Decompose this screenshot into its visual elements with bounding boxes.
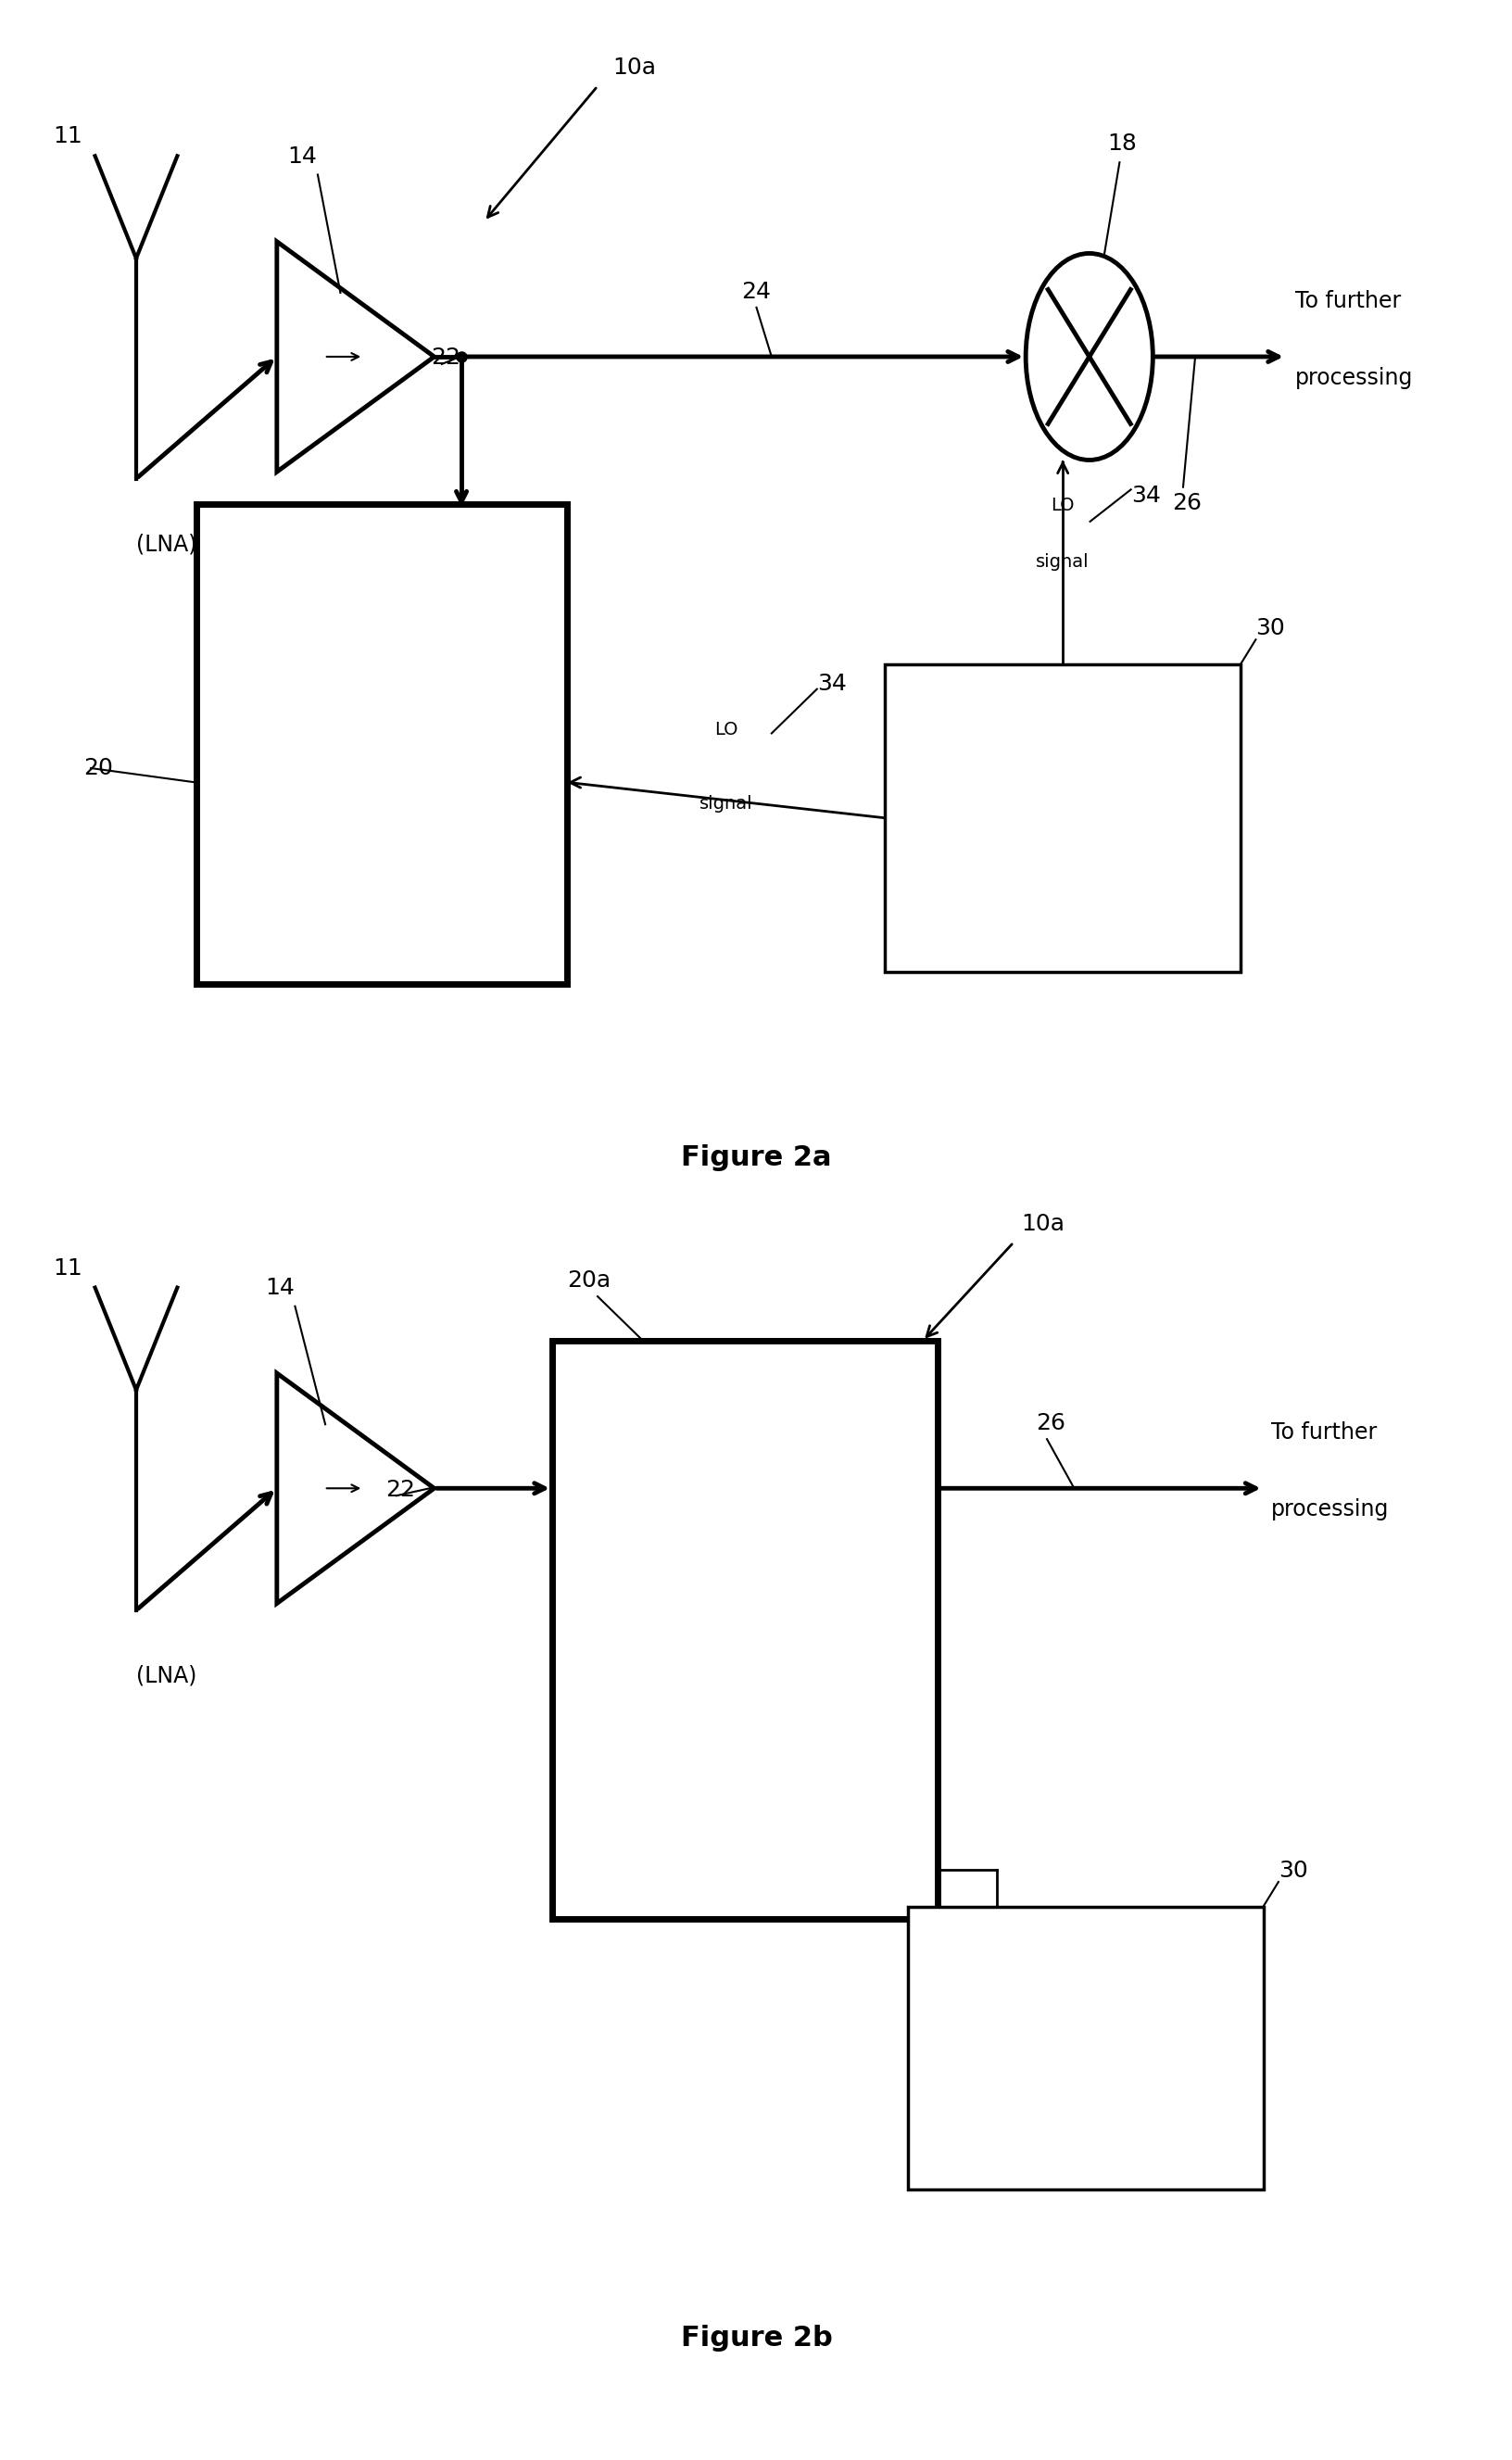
Text: (Transferred
impedance
filter): (Transferred impedance filter) (327, 753, 437, 812)
Text: (LNA): (LNA) (136, 1665, 197, 1688)
Text: 11: 11 (53, 1257, 82, 1279)
Text: 20: 20 (83, 758, 113, 780)
Text: 18: 18 (1107, 133, 1137, 155)
Text: LO: LO (1051, 497, 1074, 514)
Text: 10a: 10a (612, 57, 656, 79)
Text: processing: processing (1294, 367, 1412, 389)
Text: 11: 11 (53, 125, 82, 148)
Text: Local: Local (1034, 770, 1090, 792)
Text: To further: To further (1270, 1422, 1376, 1444)
Text: 34: 34 (816, 674, 847, 696)
Text: 20a: 20a (567, 1269, 611, 1292)
Text: Local: Local (1057, 2002, 1113, 2025)
Text: 34: 34 (1131, 485, 1160, 507)
Text: filter and: filter and (703, 1788, 786, 1806)
FancyBboxPatch shape (885, 664, 1240, 972)
Text: (combined: (combined (697, 1562, 792, 1582)
FancyBboxPatch shape (907, 1906, 1263, 2189)
Text: 22: 22 (431, 347, 461, 369)
Text: module: module (709, 1481, 780, 1501)
Text: 30: 30 (1255, 617, 1284, 640)
Text: 24: 24 (741, 280, 771, 303)
Text: 26: 26 (1036, 1412, 1066, 1434)
Text: signal: signal (699, 795, 753, 812)
Text: Figure 2a: Figure 2a (680, 1144, 832, 1171)
Text: 26: 26 (1172, 492, 1202, 514)
Text: 30: 30 (1278, 1860, 1306, 1882)
Text: 34: 34 (759, 1722, 788, 1747)
Text: 10a: 10a (1021, 1213, 1064, 1235)
Text: Figure 2b: Figure 2b (680, 2325, 832, 2352)
Text: signal: signal (656, 1801, 711, 1818)
Text: To further: To further (1294, 290, 1400, 312)
Text: transferred: transferred (694, 1638, 795, 1656)
Text: (LNA): (LNA) (136, 534, 197, 556)
Text: impedance: impedance (694, 1715, 795, 1732)
Text: processing: processing (1270, 1498, 1388, 1520)
FancyBboxPatch shape (197, 504, 567, 984)
FancyBboxPatch shape (552, 1341, 937, 1919)
Text: LO: LO (714, 721, 738, 738)
Text: LO: LO (671, 1833, 696, 1850)
Text: mixer): mixer) (715, 1865, 774, 1882)
Text: 14: 14 (287, 145, 318, 167)
Text: 14: 14 (265, 1277, 295, 1299)
Text: 22: 22 (386, 1478, 416, 1501)
Text: Filter-mixer: Filter-mixer (689, 1400, 800, 1419)
Text: signal: signal (1036, 554, 1089, 571)
Text: oscillator: oscillator (1013, 873, 1111, 898)
Text: oscillator: oscillator (1036, 2098, 1134, 2121)
